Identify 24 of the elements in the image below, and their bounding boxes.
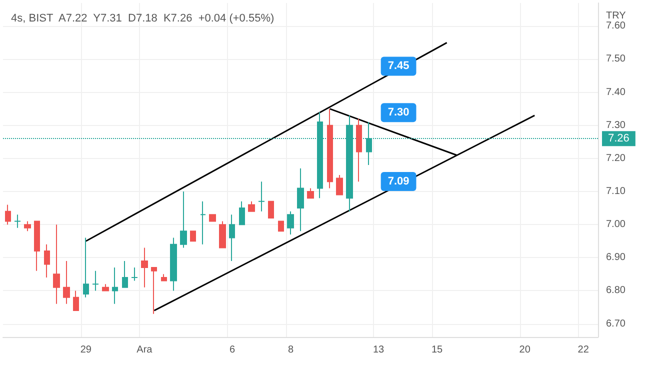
y-tick-label: 6.70	[606, 318, 626, 330]
y-tick-label: 6.80	[606, 285, 626, 296]
x-tick-label: 20	[519, 344, 531, 356]
text: 4s, BIST A7.22 Y7.31 D7.18 K7.26 +0.04 (+0.55%)	[11, 12, 274, 24]
y-tick-label: 7.20	[606, 152, 626, 164]
y-tick-label: 7.10	[606, 186, 626, 197]
annotation: 7.09	[388, 175, 410, 188]
x-tick-label: 15	[431, 344, 444, 356]
annotation: 7.45	[388, 60, 410, 72]
y-tick-label: 6.90	[606, 252, 626, 264]
x-tick-label: 29	[80, 344, 92, 356]
x-tick-label: 6	[229, 344, 236, 356]
y-tick-label: 7.00	[606, 219, 626, 230]
y-tick-label: 7.40	[606, 86, 626, 98]
annotation: 7.30	[388, 106, 410, 119]
y-tick-label: 7.30	[606, 120, 626, 131]
x-tick-label: 13	[372, 344, 385, 356]
y-tick-label: 7.60	[606, 20, 626, 32]
y-tick-label: 7.50	[606, 54, 626, 65]
x-tick-label: Ara	[136, 344, 153, 356]
x-tick-label: 22	[578, 344, 590, 356]
y-axis-title: TRY	[606, 10, 626, 22]
x-tick-label: 8	[288, 344, 294, 356]
ref-line-label: 7.26	[608, 132, 630, 145]
